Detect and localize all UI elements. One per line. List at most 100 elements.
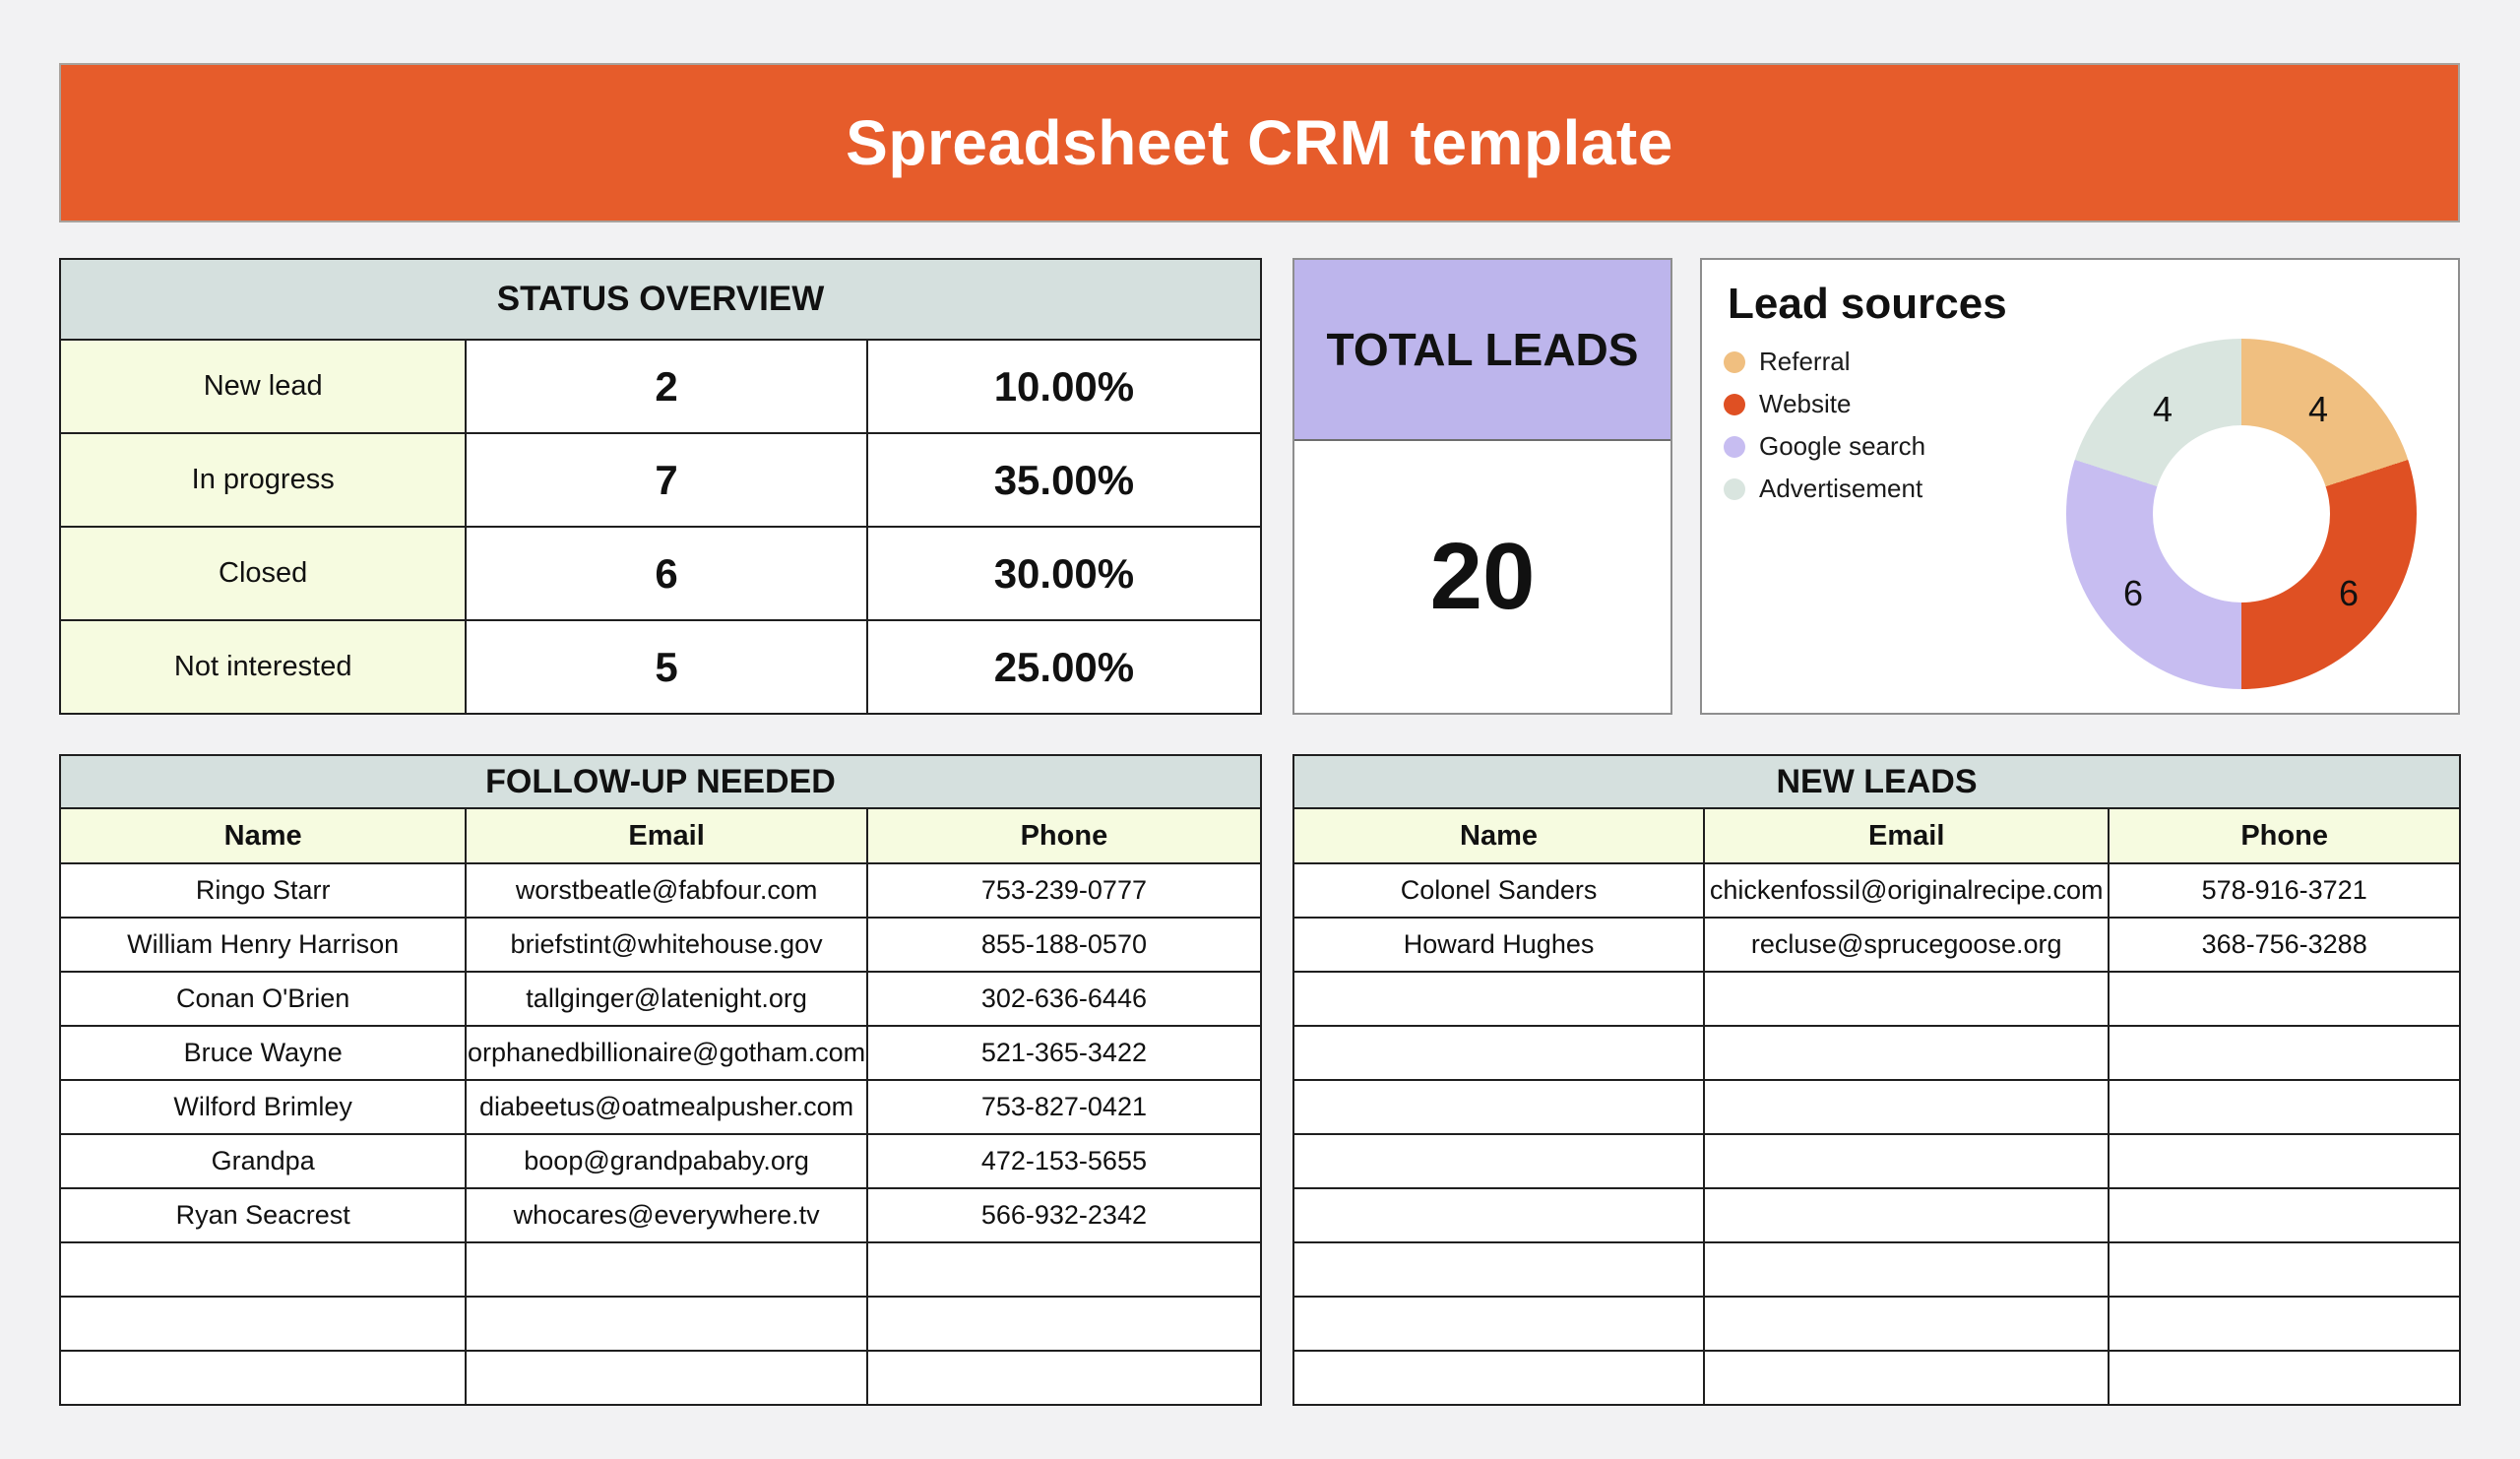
empty-cell[interactable] — [1703, 1187, 2110, 1243]
donut-value-google-search: 6 — [2122, 573, 2144, 613]
empty-cell[interactable] — [1703, 1241, 2110, 1298]
table-row: Colonel Sanders chickenfossil@originalrec… — [1292, 862, 2461, 919]
email-cell[interactable]: worstbeatle@fabfour.com — [465, 862, 868, 919]
empty-cell[interactable] — [1292, 1296, 1706, 1352]
empty-cell[interactable] — [465, 1350, 868, 1406]
empty-cell[interactable] — [865, 1296, 1263, 1352]
empty-cell[interactable] — [1292, 1187, 1706, 1243]
empty-cell[interactable] — [1703, 1133, 2110, 1189]
legend-label: Advertisement — [1759, 474, 1923, 503]
name-cell[interactable]: Bruce Wayne — [58, 1025, 468, 1081]
table-row: Grandpa boop@grandpababy.org 472-153-5655 — [58, 1133, 1263, 1189]
empty-cell[interactable] — [2108, 971, 2461, 1027]
name-cell[interactable]: Wilford Brimley — [58, 1079, 468, 1135]
donut-value-website: 6 — [2338, 573, 2360, 613]
status-count-cell[interactable]: 2 — [465, 339, 868, 434]
name-cell[interactable]: Grandpa — [58, 1133, 468, 1189]
phone-cell[interactable]: 521-365-3422 — [865, 1025, 1263, 1081]
table-row: Wilford Brimley diabeetus@oatmealpusher.c… — [58, 1079, 1263, 1135]
email-cell[interactable]: chickenfossil@originalrecipe.com — [1703, 862, 2110, 919]
email-cell[interactable]: diabeetus@oatmealpusher.com — [465, 1079, 868, 1135]
table-row-empty — [58, 1350, 1263, 1406]
total-leads-card: TOTAL LEADS 20 — [1292, 258, 1672, 715]
empty-cell[interactable] — [1703, 1025, 2110, 1081]
status-percent-cell[interactable]: 35.00% — [865, 432, 1263, 528]
column-header-phone: Phone — [865, 807, 1263, 864]
empty-cell[interactable] — [2108, 1025, 2461, 1081]
empty-cell[interactable] — [1703, 1296, 2110, 1352]
donut-chart: 4 6 6 4 — [2066, 339, 2417, 689]
status-count-cell[interactable]: 7 — [465, 432, 868, 528]
email-cell[interactable]: whocares@everywhere.tv — [465, 1187, 868, 1243]
email-cell[interactable]: orphanedbillionaire@gotham.com — [465, 1025, 868, 1081]
table-row-empty — [1292, 971, 2461, 1027]
column-header-name: Name — [1292, 807, 1706, 864]
empty-cell[interactable] — [58, 1296, 468, 1352]
legend-label: Referral — [1759, 347, 1851, 376]
status-count-cell[interactable]: 6 — [465, 526, 868, 621]
phone-cell[interactable]: 578-916-3721 — [2108, 862, 2461, 919]
status-label-cell[interactable]: New lead — [58, 339, 468, 434]
phone-cell[interactable]: 566-932-2342 — [865, 1187, 1263, 1243]
empty-cell[interactable] — [465, 1241, 868, 1298]
status-count-cell[interactable]: 5 — [465, 619, 868, 715]
name-cell[interactable]: Howard Hughes — [1292, 917, 1706, 973]
empty-cell[interactable] — [1292, 1079, 1706, 1135]
column-header-phone: Phone — [2108, 807, 2461, 864]
status-percent-cell[interactable]: 25.00% — [865, 619, 1263, 715]
email-cell[interactable]: recluse@sprucegoose.org — [1703, 917, 2110, 973]
name-cell[interactable]: Conan O'Brien — [58, 971, 468, 1027]
followup-table: FOLLOW-UP NEEDED Name Email Phone Ringo … — [58, 754, 1263, 1406]
table-row-empty — [1292, 1350, 2461, 1406]
empty-cell[interactable] — [58, 1350, 468, 1406]
empty-cell[interactable] — [2108, 1187, 2461, 1243]
phone-cell[interactable]: 302-636-6446 — [865, 971, 1263, 1027]
legend-item: Referral — [1724, 341, 1925, 383]
empty-cell[interactable] — [1292, 1025, 1706, 1081]
empty-cell[interactable] — [1703, 971, 2110, 1027]
empty-cell[interactable] — [2108, 1241, 2461, 1298]
empty-cell[interactable] — [2108, 1296, 2461, 1352]
phone-cell[interactable]: 753-827-0421 — [865, 1079, 1263, 1135]
empty-cell[interactable] — [1292, 1241, 1706, 1298]
empty-cell[interactable] — [1703, 1079, 2110, 1135]
empty-cell[interactable] — [1703, 1350, 2110, 1406]
legend-label: Website — [1759, 389, 1852, 418]
empty-cell[interactable] — [865, 1241, 1263, 1298]
status-label-cell[interactable]: Not interested — [58, 619, 468, 715]
legend-swatch — [1724, 393, 1745, 415]
phone-cell[interactable]: 855-188-0570 — [865, 917, 1263, 973]
table-row: Ringo Starr worstbeatle@fabfour.com 753-23… — [58, 862, 1263, 919]
empty-cell[interactable] — [465, 1296, 868, 1352]
empty-cell[interactable] — [58, 1241, 468, 1298]
email-cell[interactable]: boop@grandpababy.org — [465, 1133, 868, 1189]
empty-cell[interactable] — [1292, 971, 1706, 1027]
lead-sources-card: Lead sources Referral Website Google searc… — [1700, 258, 2460, 715]
name-cell[interactable]: William Henry Harrison — [58, 917, 468, 973]
status-label-cell[interactable]: In progress — [58, 432, 468, 528]
empty-cell[interactable] — [2108, 1133, 2461, 1189]
phone-cell[interactable]: 472-153-5655 — [865, 1133, 1263, 1189]
legend-label: Google search — [1759, 431, 1926, 461]
legend-item: Website — [1724, 383, 1925, 425]
total-leads-value-cell[interactable]: 20 — [1429, 524, 1536, 629]
email-cell[interactable]: briefstint@whitehouse.gov — [465, 917, 868, 973]
column-header-name: Name — [58, 807, 468, 864]
empty-cell[interactable] — [865, 1350, 1263, 1406]
status-label-cell[interactable]: Closed — [58, 526, 468, 621]
status-percent-cell[interactable]: 30.00% — [865, 526, 1263, 621]
empty-cell[interactable] — [1292, 1133, 1706, 1189]
status-row: Not interested 5 25.00% — [58, 619, 1263, 715]
status-percent-cell[interactable]: 10.00% — [865, 339, 1263, 434]
phone-cell[interactable]: 368-756-3288 — [2108, 917, 2461, 973]
name-cell[interactable]: Ryan Seacrest — [58, 1187, 468, 1243]
empty-cell[interactable] — [2108, 1350, 2461, 1406]
empty-cell[interactable] — [1292, 1350, 1706, 1406]
empty-cell[interactable] — [2108, 1079, 2461, 1135]
phone-cell[interactable]: 753-239-0777 — [865, 862, 1263, 919]
email-cell[interactable]: tallginger@latenight.org — [465, 971, 868, 1027]
name-cell[interactable]: Ringo Starr — [58, 862, 468, 919]
name-cell[interactable]: Colonel Sanders — [1292, 862, 1706, 919]
table-row-empty — [1292, 1187, 2461, 1243]
